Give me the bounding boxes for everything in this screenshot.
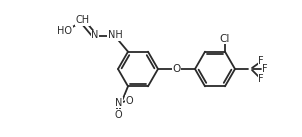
Text: N: N [115,98,122,108]
Text: HO: HO [57,26,72,36]
Text: O: O [115,110,122,120]
Text: F: F [258,56,264,66]
Text: O: O [172,64,181,74]
Text: F: F [258,74,264,84]
Text: N: N [92,30,99,40]
Text: Cl: Cl [220,34,230,44]
Text: CH: CH [75,15,89,25]
Text: O: O [126,96,133,106]
Text: F: F [262,64,268,74]
Text: NH: NH [108,30,123,40]
